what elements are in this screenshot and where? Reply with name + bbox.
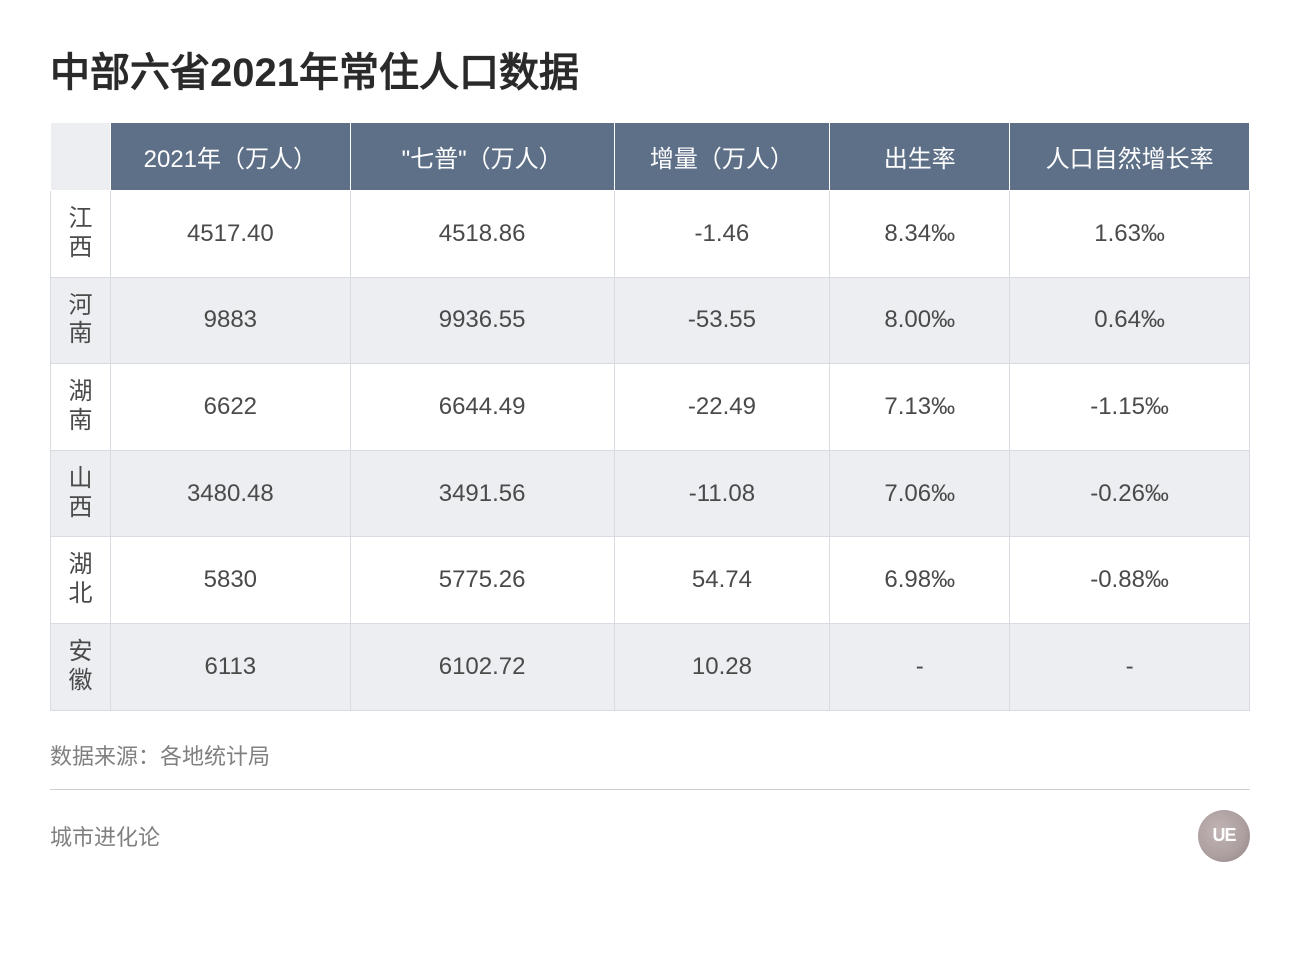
table-header-corner (51, 123, 111, 191)
table-cell: 4518.86 (350, 191, 614, 278)
table-row: 河南98839936.55-53.558.00‰0.64‰ (51, 277, 1250, 364)
table-cell: -1.15‰ (1010, 364, 1250, 451)
table-cell: 10.28 (614, 623, 830, 710)
table-cell: 54.74 (614, 537, 830, 624)
table-cell: 6102.72 (350, 623, 614, 710)
table-row: 湖南66226644.49-22.497.13‰-1.15‰ (51, 364, 1250, 451)
footer: 城市进化论 UE (50, 810, 1250, 862)
footer-text: 城市进化论 (50, 820, 160, 852)
table-cell: 4517.40 (110, 191, 350, 278)
table-cell: 7.06‰ (830, 450, 1010, 537)
brand-logo-icon: UE (1198, 810, 1250, 862)
province-label: 河南 (51, 277, 111, 364)
province-label: 江西 (51, 191, 111, 278)
table-cell: - (1010, 623, 1250, 710)
table-cell: -53.55 (614, 277, 830, 364)
table-cell: 0.64‰ (1010, 277, 1250, 364)
table-row: 江西4517.404518.86-1.468.34‰1.63‰ (51, 191, 1250, 278)
table-cell: 9883 (110, 277, 350, 364)
table-cell: 8.34‰ (830, 191, 1010, 278)
table-row: 湖北58305775.2654.746.98‰-0.88‰ (51, 537, 1250, 624)
table-cell: 6644.49 (350, 364, 614, 451)
table-cell: 6622 (110, 364, 350, 451)
table-row: 山西3480.483491.56-11.087.06‰-0.26‰ (51, 450, 1250, 537)
table-cell: 6113 (110, 623, 350, 710)
table-cell: 9936.55 (350, 277, 614, 364)
table-cell: - (830, 623, 1010, 710)
table-cell: 1.63‰ (1010, 191, 1250, 278)
table-row: 安徽61136102.7210.28-- (51, 623, 1250, 710)
table-cell: -11.08 (614, 450, 830, 537)
table-cell: 5830 (110, 537, 350, 624)
province-label: 湖北 (51, 537, 111, 624)
page-title: 中部六省2021年常住人口数据 (50, 40, 1250, 98)
table-cell: -22.49 (614, 364, 830, 451)
table-header-cell: 出生率 (830, 123, 1010, 191)
table-cell: 3480.48 (110, 450, 350, 537)
table-cell: 3491.56 (350, 450, 614, 537)
table-cell: -0.88‰ (1010, 537, 1250, 624)
table-cell: 6.98‰ (830, 537, 1010, 624)
table-cell: 8.00‰ (830, 277, 1010, 364)
data-source-label: 数据来源：各地统计局 (50, 739, 1250, 790)
table-cell: -1.46 (614, 191, 830, 278)
table-cell: 7.13‰ (830, 364, 1010, 451)
province-label: 山西 (51, 450, 111, 537)
table-header-row: 2021年（万人） "七普"（万人） 增量（万人） 出生率 人口自然增长率 (51, 123, 1250, 191)
table-header-cell: 增量（万人） (614, 123, 830, 191)
table-header-cell: 人口自然增长率 (1010, 123, 1250, 191)
population-table: 2021年（万人） "七普"（万人） 增量（万人） 出生率 人口自然增长率 江西… (50, 122, 1250, 711)
table-cell: -0.26‰ (1010, 450, 1250, 537)
table-header-cell: 2021年（万人） (110, 123, 350, 191)
table-cell: 5775.26 (350, 537, 614, 624)
province-label: 安徽 (51, 623, 111, 710)
province-label: 湖南 (51, 364, 111, 451)
table-header-cell: "七普"（万人） (350, 123, 614, 191)
